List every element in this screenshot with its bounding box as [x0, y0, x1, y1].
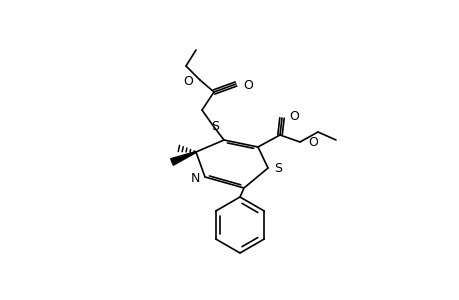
- Text: O: O: [242, 79, 252, 92]
- Text: N: N: [190, 172, 199, 184]
- Text: O: O: [288, 110, 298, 124]
- Text: O: O: [183, 74, 193, 88]
- Polygon shape: [170, 152, 196, 165]
- Text: S: S: [274, 163, 281, 176]
- Text: O: O: [308, 136, 317, 149]
- Text: S: S: [211, 119, 218, 133]
